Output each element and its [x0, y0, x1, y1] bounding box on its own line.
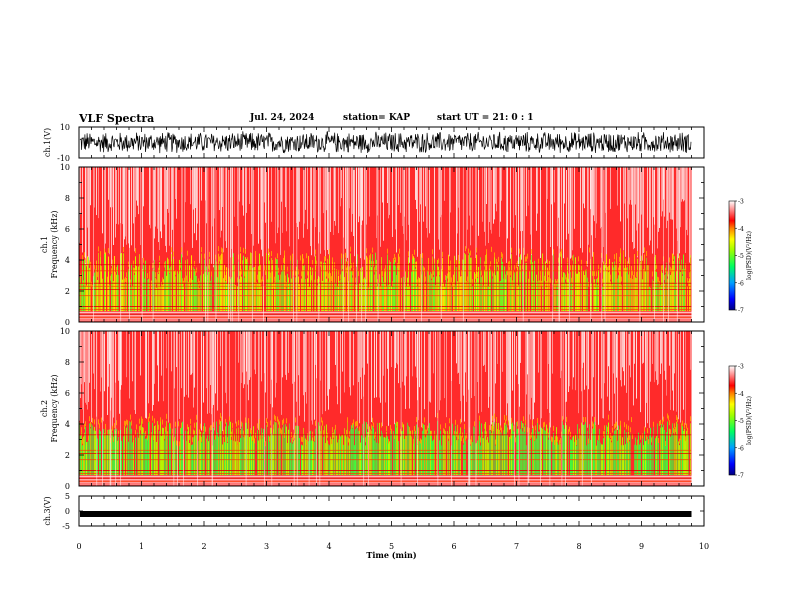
- time-tick-label: 1: [139, 542, 144, 551]
- colorbar-tick: -4: [738, 226, 744, 233]
- plot-title: VLF Spectra: [79, 112, 155, 125]
- time-tick-label: 8: [576, 542, 581, 551]
- colorbar-tick: -7: [738, 308, 744, 315]
- colorbar-tick: -5: [738, 418, 744, 425]
- colorbar-tick: -6: [738, 280, 744, 287]
- spectrogram-freq-label: Frequency (kHz): [50, 210, 59, 278]
- ch1-waveform-panel: 10 -10 ch.1(V): [43, 123, 705, 163]
- colorbar-tick: -6: [738, 445, 744, 452]
- freq-tick-label: 4: [65, 256, 70, 265]
- ch1-ytick-10: 10: [60, 123, 70, 132]
- time-tick-label: 0: [76, 542, 81, 551]
- freq-tick-label: 2: [65, 287, 70, 296]
- time-tick-label: 6: [451, 542, 456, 551]
- date-label: Jul. 24, 2024: [250, 113, 315, 123]
- freq-tick-label: 8: [65, 358, 70, 367]
- time-tick-label: 3: [264, 542, 269, 551]
- freq-tick-label: 2: [65, 451, 70, 460]
- ch3-ylabel: ch.3(V): [43, 496, 52, 525]
- freq-tick-label: 0: [65, 482, 70, 491]
- ch1-waveform-line: [79, 131, 692, 154]
- time-tick-label: 10: [699, 542, 709, 551]
- colorbar-tick: -3: [738, 364, 744, 371]
- freq-tick-label: 10: [60, 327, 70, 336]
- spectrogram-channel-label: ch.2: [40, 400, 49, 417]
- time-axis: 0 1 2 3 4 5 6 7 8 9 10 Time (min): [76, 542, 709, 560]
- time-tick-label: 7: [514, 542, 519, 551]
- colorbar-tick: -7: [738, 473, 744, 480]
- time-tick-label: 9: [639, 542, 644, 551]
- colorbar-label: log(PSD)(V²/Hz): [746, 231, 753, 280]
- ch1-spectrogram-panel: 0 2 4 6 8 10 ch.1 Frequency (kHz): [40, 163, 705, 327]
- ch2-colorbar: -3 -4 -5 -6 -7 log(PSD)(V²/Hz): [728, 364, 753, 480]
- colorbar-label: log(PSD)(V²/Hz): [746, 396, 753, 445]
- freq-tick-label: 0: [65, 318, 70, 327]
- station-label: station= KAP: [343, 113, 411, 123]
- ch1-ytick-neg10: -10: [57, 154, 70, 163]
- colorbar-gradient: [728, 200, 736, 311]
- time-tick-label: 4: [326, 542, 331, 551]
- ch3-ytick: 5: [65, 492, 70, 501]
- colorbar-tick: -4: [738, 391, 744, 398]
- ch1-colorbar: -3 -4 -5 -6 -7 log(PSD)(V²/Hz): [728, 199, 753, 315]
- spectrogram-channel-label: ch.1: [40, 236, 49, 253]
- ch2-spectrogram-panel: 0 2 4 6 8 10 ch.2 Frequency (kHz): [40, 327, 705, 491]
- freq-tick-label: 6: [65, 225, 70, 234]
- time-axis-label: Time (min): [366, 550, 416, 560]
- freq-tick-label: 10: [60, 163, 70, 172]
- ch3-waveform-trace: [80, 511, 692, 517]
- ch1-waveform-ylabel: ch.1(V): [43, 128, 52, 157]
- freq-tick-label: 8: [65, 194, 70, 203]
- ch3-ytick: 0: [65, 507, 70, 516]
- freq-tick-label: 6: [65, 389, 70, 398]
- colorbar-gradient: [728, 365, 736, 476]
- colorbar-tick: -3: [738, 199, 744, 206]
- ch3-waveform-panel: 5 0 -5 ch.3(V): [43, 492, 705, 531]
- time-tick-label: 2: [201, 542, 206, 551]
- spectrogram-freq-label: Frequency (kHz): [50, 374, 59, 442]
- ch3-ytick: -5: [62, 522, 70, 531]
- time-tick-label: 5: [389, 542, 394, 551]
- colorbar-tick: -5: [738, 253, 744, 260]
- start-time-label: start UT = 21: 0 : 1: [437, 113, 534, 123]
- freq-tick-label: 4: [65, 420, 70, 429]
